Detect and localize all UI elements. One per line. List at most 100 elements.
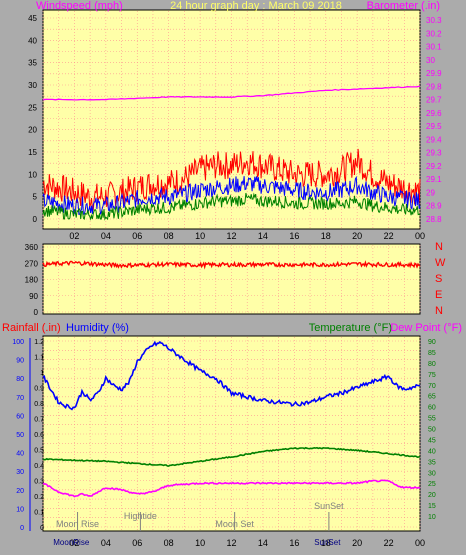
windspeed-tick-label: 20 (28, 126, 37, 135)
humidity-tick-label: 100 (12, 339, 24, 346)
time-tick-label: 22 (384, 231, 394, 241)
humidity-line (42, 340, 421, 411)
compass-label: E (435, 289, 442, 301)
chart-title: 24 hour graph day : March 09 2018 (170, 0, 342, 12)
windspeed-tick-label: 30 (28, 81, 37, 90)
windspeed-tick-label: 40 (28, 36, 37, 45)
time-tick-label: 04 (101, 231, 111, 241)
humidity-tick-label: 80 (16, 376, 24, 383)
bottom-event-label: MoonRise (53, 538, 90, 547)
windspeed-tick-label: 10 (28, 170, 37, 179)
humidity-grid (42, 337, 421, 530)
windspeed-tick-labels: 0 5 10 15 20 25 30 35 40 45 (28, 14, 37, 224)
barometer-tick-label: 29.2 (426, 162, 442, 171)
time-tick-label: 20 (352, 538, 362, 548)
time-tick-label: 04 (101, 538, 111, 548)
humidity-tick-label: 40 (16, 451, 24, 458)
direction-degree-label: 270 (25, 259, 39, 268)
temperature-tick-labels: 10 15 20 25 30 35 40 45 50 55 60 65 70 75 80 85 90 (428, 339, 436, 521)
wind-gust-line (42, 148, 421, 211)
bottom-event-labels: MoonRise SunSet (53, 538, 341, 547)
temperature-line (42, 446, 421, 467)
annotation-label: Hightide (124, 511, 157, 521)
windspeed-tick-label: 35 (28, 59, 37, 68)
barometer-tick-label: 29.9 (426, 69, 442, 78)
humidity-tick-label: 70 (16, 395, 24, 402)
time-tick-label: 06 (132, 231, 142, 241)
humidity-tick-labels: 0 10 20 30 40 50 60 70 80 90 100 (12, 339, 24, 532)
rainfall-axis-label: Rainfall (.in) (2, 322, 61, 334)
temperature-tick-label: 20 (428, 492, 436, 499)
temperature-axis-label: Temperature (°F) (309, 322, 392, 334)
time-tick-label: 10 (195, 538, 205, 548)
wind-barometer-panel: 0 5 10 15 20 25 30 35 40 45 28.8 28.9 29 29.1 29.2 29.… (28, 0, 442, 230)
barometer-tick-labels: 28.8 28.9 29 29.1 29.2 29.3 29.4 29.5 29.6 29.7 29… (426, 16, 442, 224)
time-tick-label: 20 (352, 231, 362, 241)
compass-label: N (435, 305, 443, 317)
humidity-series-group (42, 340, 421, 498)
windspeed-tick-label: 15 (28, 148, 37, 157)
barometer-tick-label: 29.3 (426, 149, 442, 158)
temperature-tick-label: 15 (428, 503, 436, 510)
temperature-tick-label: 25 (428, 481, 436, 488)
temperature-tick-label: 70 (428, 383, 436, 390)
barometer-tick-label: 29.5 (426, 122, 442, 131)
time-tick-label: 08 (164, 538, 174, 548)
compass-label: N (435, 241, 443, 253)
time-tick-label: 16 (289, 231, 299, 241)
time-tick-label: 12 (226, 538, 236, 548)
windspeed-axis-label: Windspeed (mph) (36, 0, 123, 12)
barometer-tick-label: 29.1 (426, 175, 442, 184)
barometer-tick-label: 30.2 (426, 29, 442, 38)
time-tick-label: 16 (289, 538, 299, 548)
temperature-tick-label: 65 (428, 394, 436, 401)
temperature-tick-label: 55 (428, 416, 436, 423)
windspeed-tick-label: 0 (33, 215, 38, 224)
time-tick-label: 02 (69, 231, 79, 241)
dewpoint-line (42, 479, 421, 498)
rainfall-tick-label: 1 (40, 370, 44, 377)
windspeed-tick-label: 45 (28, 14, 37, 23)
time-tick-label: 14 (258, 231, 268, 241)
barometer-tick-label: 28.9 (426, 202, 442, 211)
time-tick-label: 06 (132, 538, 142, 548)
barometer-tick-label: 28.8 (426, 215, 442, 224)
temperature-tick-label: 50 (428, 427, 436, 434)
bottom-event-label: SunSet (314, 538, 341, 547)
direction-degree-label: 180 (25, 276, 39, 285)
rainfall-tick-label: 0.5 (34, 448, 44, 455)
temperature-tick-label: 60 (428, 405, 436, 412)
rainfall-tick-label: 0.3 (34, 479, 44, 486)
time-tick-label: 02 (69, 538, 79, 548)
compass-label: S (435, 273, 442, 285)
direction-degree-label: 360 (25, 243, 39, 252)
time-tick-label: 18 (321, 538, 331, 548)
temperature-tick-label: 40 (428, 448, 436, 455)
barometer-tick-label: 30.1 (426, 43, 442, 52)
time-tick-label: 08 (164, 231, 174, 241)
temperature-tick-label: 30 (428, 470, 436, 477)
temperature-tick-label: 45 (428, 437, 436, 444)
humidity-tick-label: 60 (16, 413, 24, 420)
temperature-tick-label: 80 (428, 361, 436, 368)
compass-label: W (435, 257, 446, 269)
barometer-axis-label: Barometer (.in) (367, 0, 440, 12)
humidity-tick-label: 50 (16, 432, 24, 439)
dewpoint-axis-label: Dew Point (°F) (390, 322, 462, 334)
time-tick-label: 14 (258, 538, 268, 548)
humidity-axis-label: Humidity (%) (66, 322, 129, 334)
direction-degree-labels: 0 90 180 270 360 (25, 243, 39, 317)
wind-series-group (42, 85, 421, 221)
humidity-tick-label: 0 (20, 525, 24, 532)
humidity-tick-label: 30 (16, 469, 24, 476)
rainfall-tick-label: 0.1 (34, 510, 44, 517)
rainfall-tick-label: 0.4 (34, 463, 44, 470)
direction-degree-label: 0 (34, 308, 39, 317)
temperature-tick-label: 90 (428, 339, 436, 346)
barometer-tick-label: 29.6 (426, 109, 442, 118)
rain-humidity-temperature-panel: Rainfall (.in) Humidity (%) Temperature … (2, 322, 462, 532)
humidity-tick-label: 90 (16, 358, 24, 365)
barometer-tick-label: 29.7 (426, 96, 442, 105)
